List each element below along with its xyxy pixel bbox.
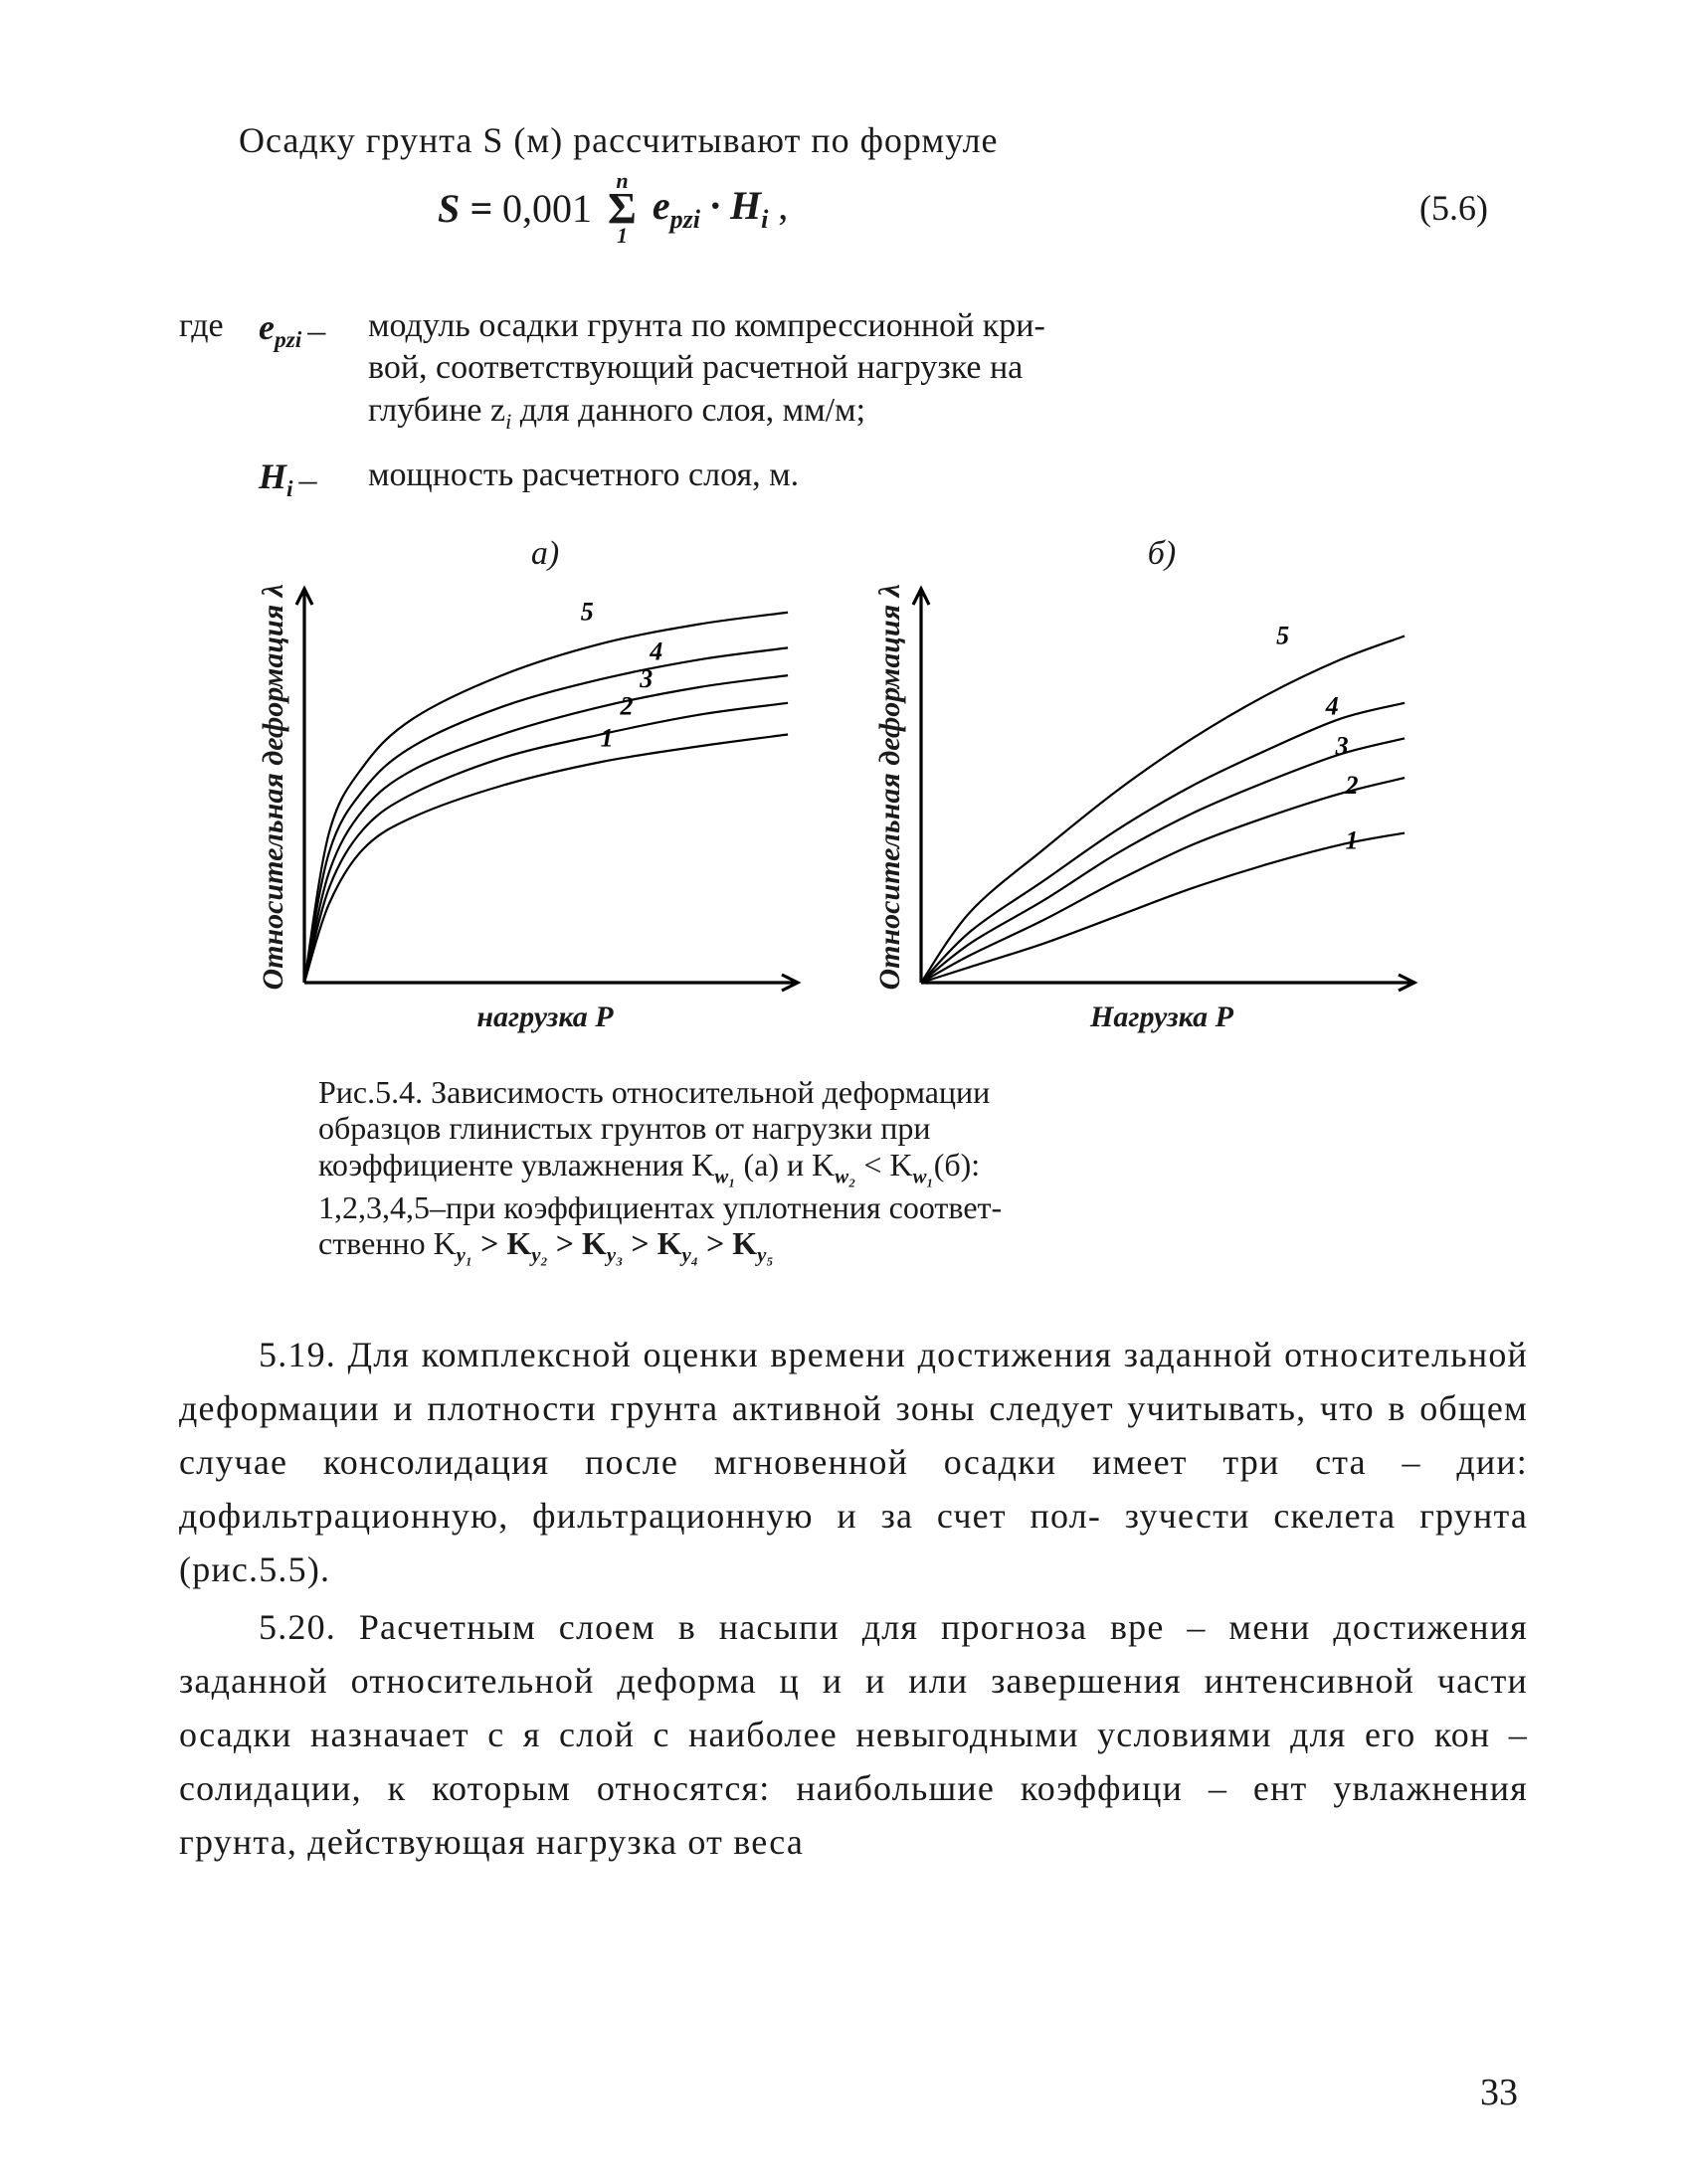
svg-text:4: 4 <box>649 637 662 665</box>
svg-text:1: 1 <box>1346 825 1359 854</box>
sum-bot: 1 <box>617 226 628 246</box>
svg-text:4: 4 <box>1325 691 1339 720</box>
chart-b-xlabel: Нагрузка P <box>873 1001 1450 1034</box>
svg-text:1: 1 <box>601 723 614 752</box>
where-text-2: мощность расчетного слоя, м. <box>368 455 1528 497</box>
where-text-1: модуль осадки грунта по компрессионной к… <box>368 305 1528 435</box>
cap-gt1: > K <box>472 1225 531 1261</box>
formula-row: S = 0,001 n Σ 1 epzi · Hi , (5.6) <box>438 171 1488 246</box>
cap-l3w2: w₂ <box>835 1166 855 1188</box>
where-row-1: где epzi – модуль осадки грунта по компр… <box>179 305 1528 435</box>
svg-text:3: 3 <box>1335 731 1349 760</box>
where-gde: где <box>179 305 259 348</box>
chart-b-ylabel: Относительная деформация λ <box>873 584 907 991</box>
svg-text:5: 5 <box>581 597 594 626</box>
where-row-2: Hi – мощность расчетного слоя, м. <box>179 455 1528 504</box>
where-text1b: вой, соответствующий расчетной нагрузке … <box>368 349 1023 386</box>
dash2: – <box>299 457 317 502</box>
where-text1c: глубине z <box>368 392 505 429</box>
where-sym-2: Hi – <box>259 455 368 504</box>
rhs-sym: e <box>653 183 670 228</box>
cap-k2: y₂ <box>531 1244 547 1267</box>
chart-b: 1 2 3 4 5 <box>907 579 1424 997</box>
cap-gt3: > K <box>623 1225 681 1261</box>
sym1: e <box>259 307 275 347</box>
paragraph-519: 5.19. Для комплексной оценки времени дос… <box>179 1328 1528 1596</box>
formula: S = 0,001 n Σ 1 epzi · Hi , <box>438 171 788 246</box>
cap-l2a: образцов глинистых грунтов от нагрузки п… <box>318 1110 931 1146</box>
cap-l3a: коэффициенте увлажнения K <box>318 1147 714 1183</box>
chart-b-wrap: б) Относительная деформация λ 1 2 3 4 5 Нагр… <box>873 535 1450 1034</box>
figure-caption: Рис.5.4. Зависимость относительной дефор… <box>318 1074 1408 1268</box>
formula-tail: , <box>768 183 788 228</box>
cap-k1: y₁ <box>457 1244 472 1267</box>
chart-a-wrap: a) Относительная деформация λ 12345 нагр… <box>257 535 834 1034</box>
formula-lhs: S = <box>438 185 492 232</box>
chart-b-label: б) <box>873 535 1450 573</box>
cap-l1: Рис.5.4. Зависимость относительной дефор… <box>318 1074 990 1110</box>
formula-rhs: epzi · Hi , <box>653 182 788 235</box>
chart-a: 12345 <box>290 579 808 997</box>
page: Осадку грунта S (м) рассчитывают по форм… <box>0 0 1687 2184</box>
cap-gt2: > K <box>548 1225 607 1261</box>
sum-sigma: Σ <box>608 191 637 226</box>
where-text1d: для данного слоя, мм/м; <box>511 392 865 429</box>
formula-coef: 0,001 <box>502 185 592 232</box>
cap-l3b: (а) и K <box>736 1147 836 1183</box>
charts-row: a) Относительная деформация λ 12345 нагр… <box>179 535 1528 1034</box>
cap-l4a: 1,2,3,4,5–при коэффициентах уплотнения с… <box>318 1189 1002 1225</box>
summation: n Σ 1 <box>608 171 637 246</box>
sym2: H <box>259 456 286 496</box>
cap-k3: y₃ <box>607 1244 623 1267</box>
cap-l3w1: w₁ <box>714 1166 735 1188</box>
rhs-sub: pzi <box>670 205 700 234</box>
page-number: 33 <box>1480 2071 1518 2114</box>
cap-k4: y₄ <box>682 1244 698 1267</box>
cap-l3c: < K <box>855 1147 912 1183</box>
where-text1a: модуль осадки грунта по компрессионной к… <box>368 307 1045 344</box>
cap-k5: y₅ <box>757 1244 773 1267</box>
chart-a-xlabel: нагрузка P <box>257 1001 834 1034</box>
svg-text:2: 2 <box>619 691 633 720</box>
svg-text:2: 2 <box>1345 771 1359 800</box>
where-block: где epzi – модуль осадки грунта по компр… <box>179 305 1528 505</box>
svg-text:5: 5 <box>1276 621 1289 649</box>
cap-l5a: ственно K <box>318 1225 457 1261</box>
sym1-sub: pzi <box>275 327 301 353</box>
cap-l3w3: w₁ <box>913 1166 934 1188</box>
intro-text: Осадку грунта S (м) рассчитывают по форм… <box>239 119 1528 161</box>
formula-dot: · H <box>700 183 761 228</box>
chart-a-label: a) <box>257 535 834 573</box>
cap-l3d: (б): <box>934 1147 980 1183</box>
cap-gt4: > K <box>698 1225 757 1261</box>
sym2-sub: i <box>286 476 293 502</box>
chart-a-ylabel: Относительная деформация λ <box>257 584 290 991</box>
dash1: – <box>307 308 325 353</box>
equation-number: (5.6) <box>1419 187 1488 229</box>
where-sym-1: epzi – <box>259 305 368 355</box>
body-text: 5.19. Для комплексной оценки времени дос… <box>179 1328 1528 1869</box>
paragraph-520: 5.20. Расчетным слоем в насыпи для прогн… <box>179 1600 1528 1869</box>
